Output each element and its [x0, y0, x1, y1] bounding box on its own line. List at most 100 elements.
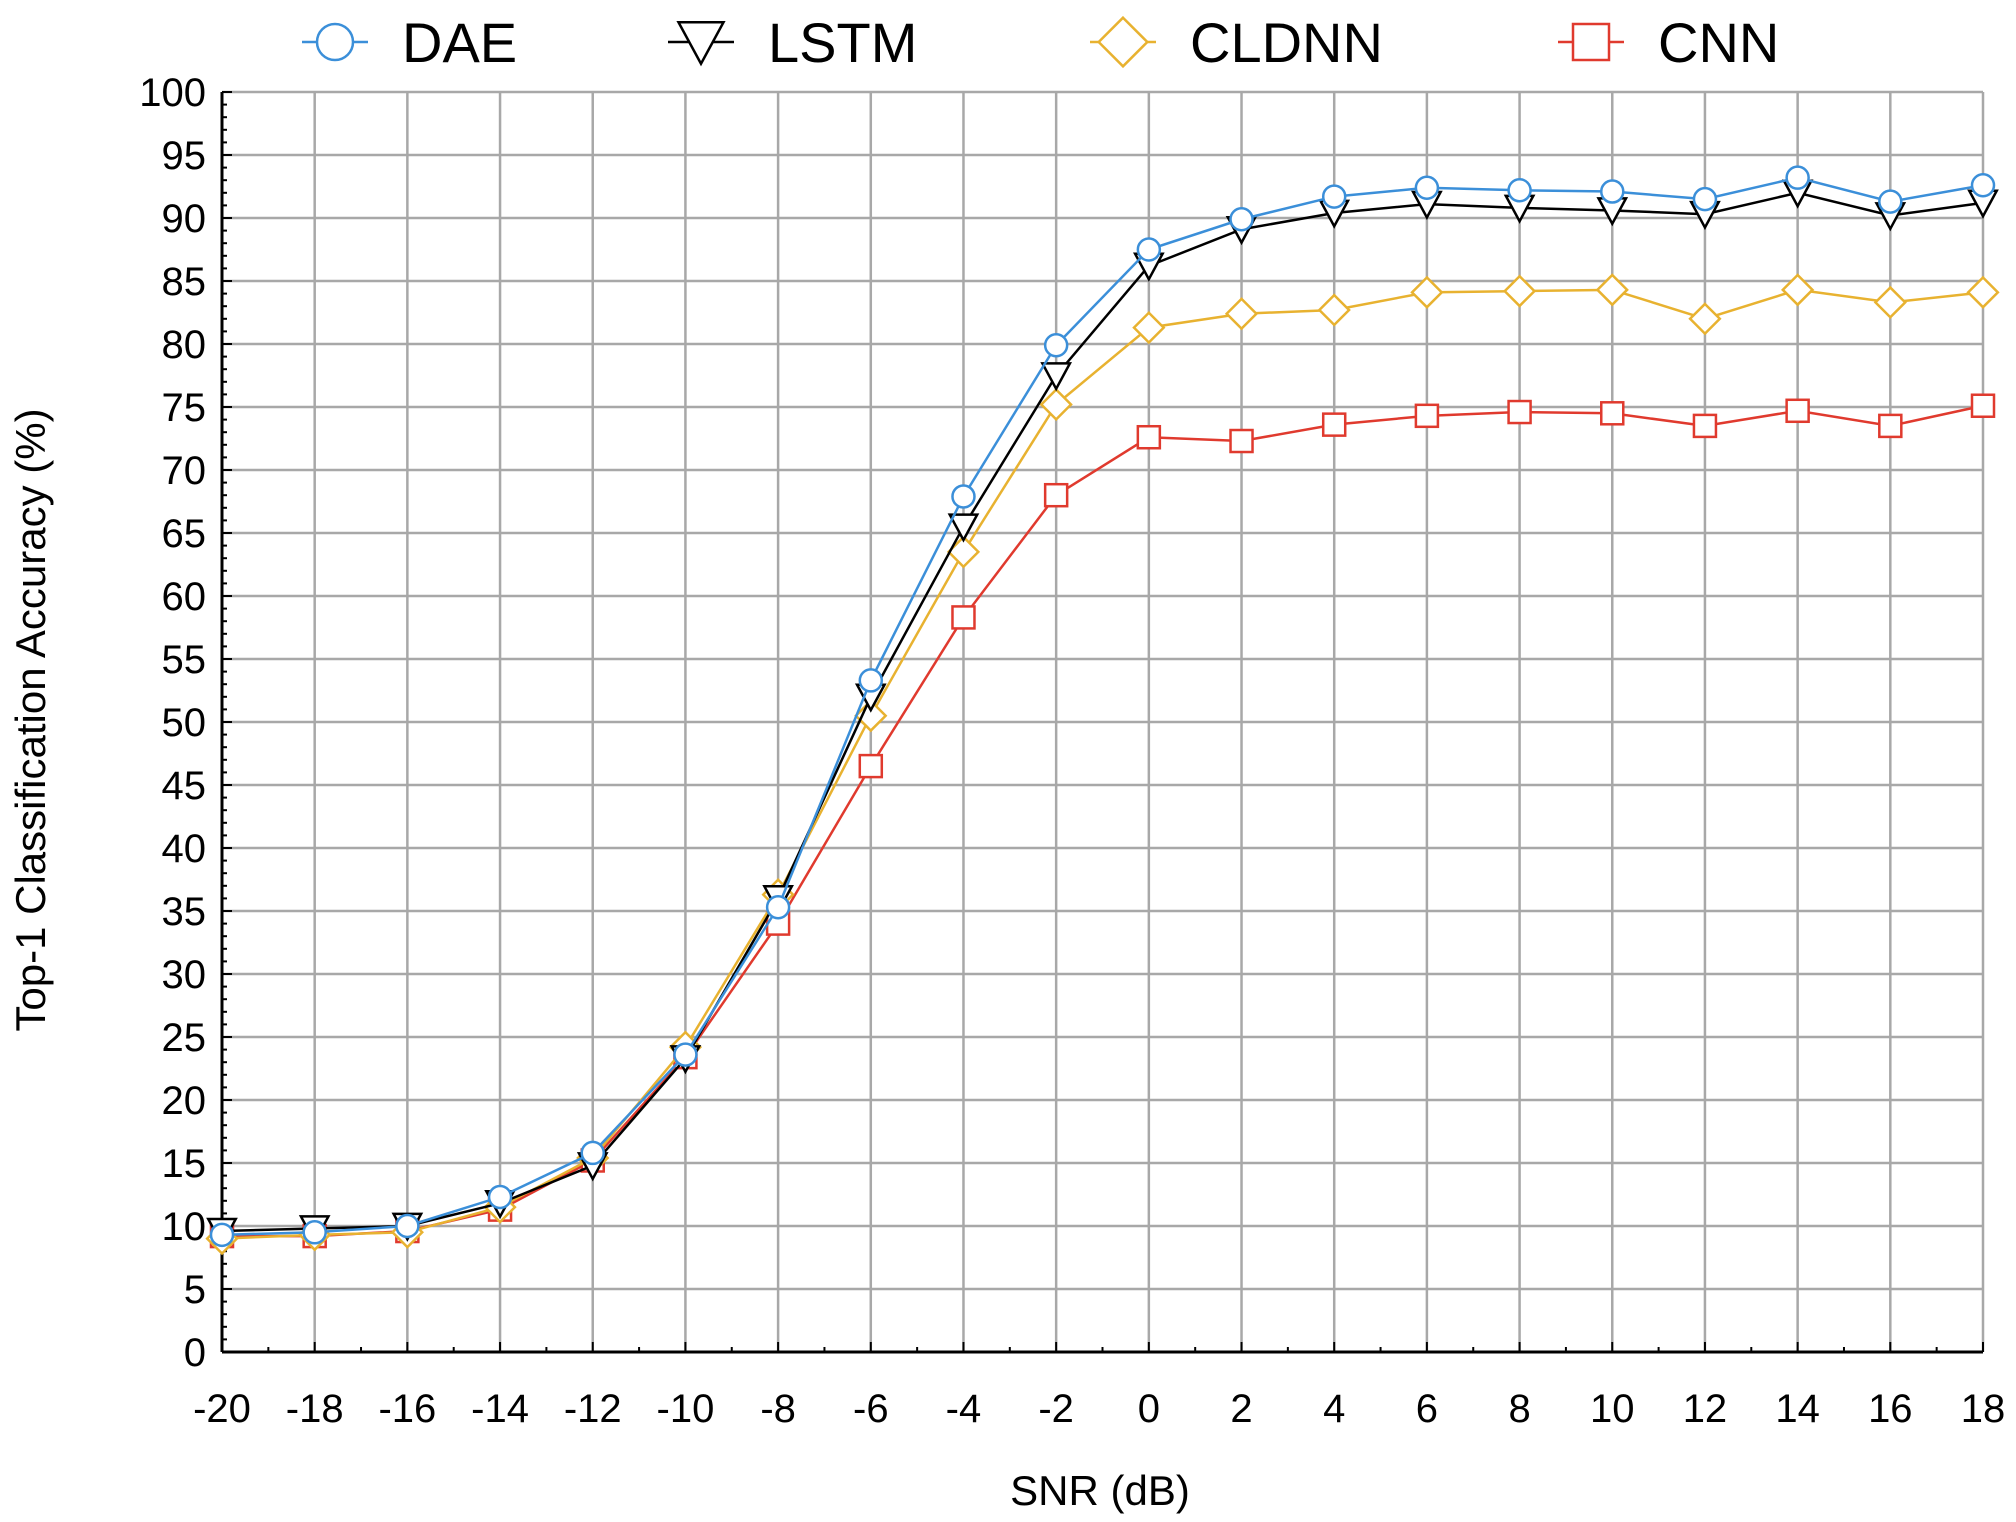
x-tick-label: 8: [1508, 1387, 1530, 1431]
data-point: [1878, 413, 1903, 439]
data-point: [1878, 189, 1903, 214]
data-point: [1688, 302, 1722, 336]
data-point: [580, 1140, 605, 1166]
x-tick-label: -6: [853, 1387, 889, 1431]
y-tick-label: 35: [162, 890, 207, 934]
x-tick-label: 12: [1683, 1387, 1728, 1431]
data-point: [1321, 184, 1347, 209]
legend-item-dae: DAE: [302, 11, 517, 74]
data-point: [676, 20, 726, 67]
data-point: [1096, 15, 1150, 69]
data-point: [1317, 293, 1351, 327]
x-tick-label: 6: [1416, 1387, 1438, 1431]
y-tick-label: 20: [162, 1079, 207, 1123]
data-point: [1414, 403, 1440, 429]
y-tick-label: 15: [162, 1142, 207, 1186]
data-point: [1224, 297, 1259, 331]
data-point: [1132, 311, 1166, 345]
grid: [220, 90, 1985, 1354]
data-point: [1692, 186, 1718, 212]
data-point: [673, 1042, 698, 1067]
data-point: [1321, 412, 1347, 437]
series-line-cnn: [222, 404, 1984, 1238]
data-point: [1600, 401, 1625, 426]
y-tick-label: 65: [162, 512, 207, 556]
y-tick-label: 75: [162, 386, 207, 430]
data-point: [765, 894, 791, 920]
data-point: [1043, 482, 1069, 508]
data-point: [951, 605, 976, 630]
x-tick-label: -10: [657, 1387, 715, 1431]
data-point: [395, 1213, 420, 1239]
x-tick-label: 16: [1868, 1387, 1913, 1431]
data-point: [209, 1222, 235, 1248]
data-point: [1873, 285, 1907, 320]
series-line-dae: [221, 176, 1984, 1237]
legend-label: CLDNN: [1190, 11, 1383, 74]
data-point: [1414, 175, 1440, 201]
x-tick-label: 10: [1590, 1387, 1635, 1431]
series-cnn: [209, 393, 1996, 1249]
y-tick-label: 45: [162, 764, 207, 808]
x-axis-title: SNR (dB): [1010, 1467, 1190, 1514]
series-layer: [205, 165, 2000, 1256]
data-point: [1040, 362, 1073, 392]
y-tick-label: 0: [184, 1331, 206, 1375]
y-tick-label: 85: [162, 260, 207, 304]
x-tick-label: -2: [1038, 1387, 1074, 1431]
data-point: [1043, 333, 1069, 358]
y-tick-label: 5: [184, 1268, 206, 1312]
series-dae: [209, 165, 1996, 1248]
data-point: [1785, 165, 1810, 190]
data-point: [1136, 424, 1162, 450]
legend-item-lstm: LSTM: [668, 11, 917, 74]
data-point: [1039, 387, 1073, 422]
legend-label: DAE: [402, 11, 517, 74]
legend: DAE LSTM CLDNN CNN: [302, 11, 1779, 74]
legend-label: LSTM: [768, 11, 917, 74]
data-point: [1966, 275, 2000, 309]
data-point: [947, 513, 980, 543]
y-axis-title: Top-1 Classification Accuracy (%): [7, 408, 54, 1031]
legend-item-cnn: CNN: [1558, 11, 1779, 74]
x-tick-label: -18: [286, 1387, 344, 1431]
axes: 0510152025303540455055606570758085909510…: [139, 71, 2005, 1431]
x-tick-label: 2: [1230, 1387, 1252, 1431]
y-tick-label: 70: [162, 449, 207, 493]
x-tick-label: -20: [193, 1387, 251, 1431]
data-point: [1970, 172, 1996, 198]
data-point: [1136, 237, 1162, 262]
data-point: [1785, 398, 1810, 424]
data-point: [302, 1220, 327, 1245]
y-tick-label: 100: [139, 71, 206, 115]
data-point: [854, 699, 888, 733]
x-tick-label: -14: [471, 1387, 529, 1431]
x-tick-label: 18: [1961, 1387, 2006, 1431]
x-tick-label: -12: [564, 1387, 622, 1431]
x-tick-label: 14: [1775, 1387, 1820, 1431]
data-point: [1410, 275, 1444, 309]
y-tick-label: 90: [162, 197, 207, 241]
y-tick-label: 95: [162, 134, 207, 178]
x-tick-label: -8: [760, 1387, 796, 1431]
data-point: [1600, 179, 1625, 204]
x-tick-label: -4: [946, 1387, 982, 1431]
series-line-cldnn: [221, 288, 1984, 1240]
y-tick-label: 25: [162, 1016, 207, 1060]
x-tick-label: 4: [1323, 1387, 1345, 1431]
data-point: [315, 22, 355, 62]
y-tick-label: 50: [162, 701, 207, 745]
series-line-lstm: [221, 191, 1984, 1233]
data-point: [858, 668, 884, 693]
data-point: [1692, 413, 1718, 439]
data-point: [858, 753, 884, 779]
data-point: [951, 484, 976, 509]
data-point: [1507, 399, 1532, 425]
data-point: [1507, 178, 1532, 203]
data-point: [1571, 22, 1611, 62]
y-tick-label: 55: [162, 638, 207, 682]
x-tick-label: -16: [378, 1387, 436, 1431]
data-point: [1595, 273, 1629, 307]
x-tick-label: 0: [1138, 1387, 1160, 1431]
